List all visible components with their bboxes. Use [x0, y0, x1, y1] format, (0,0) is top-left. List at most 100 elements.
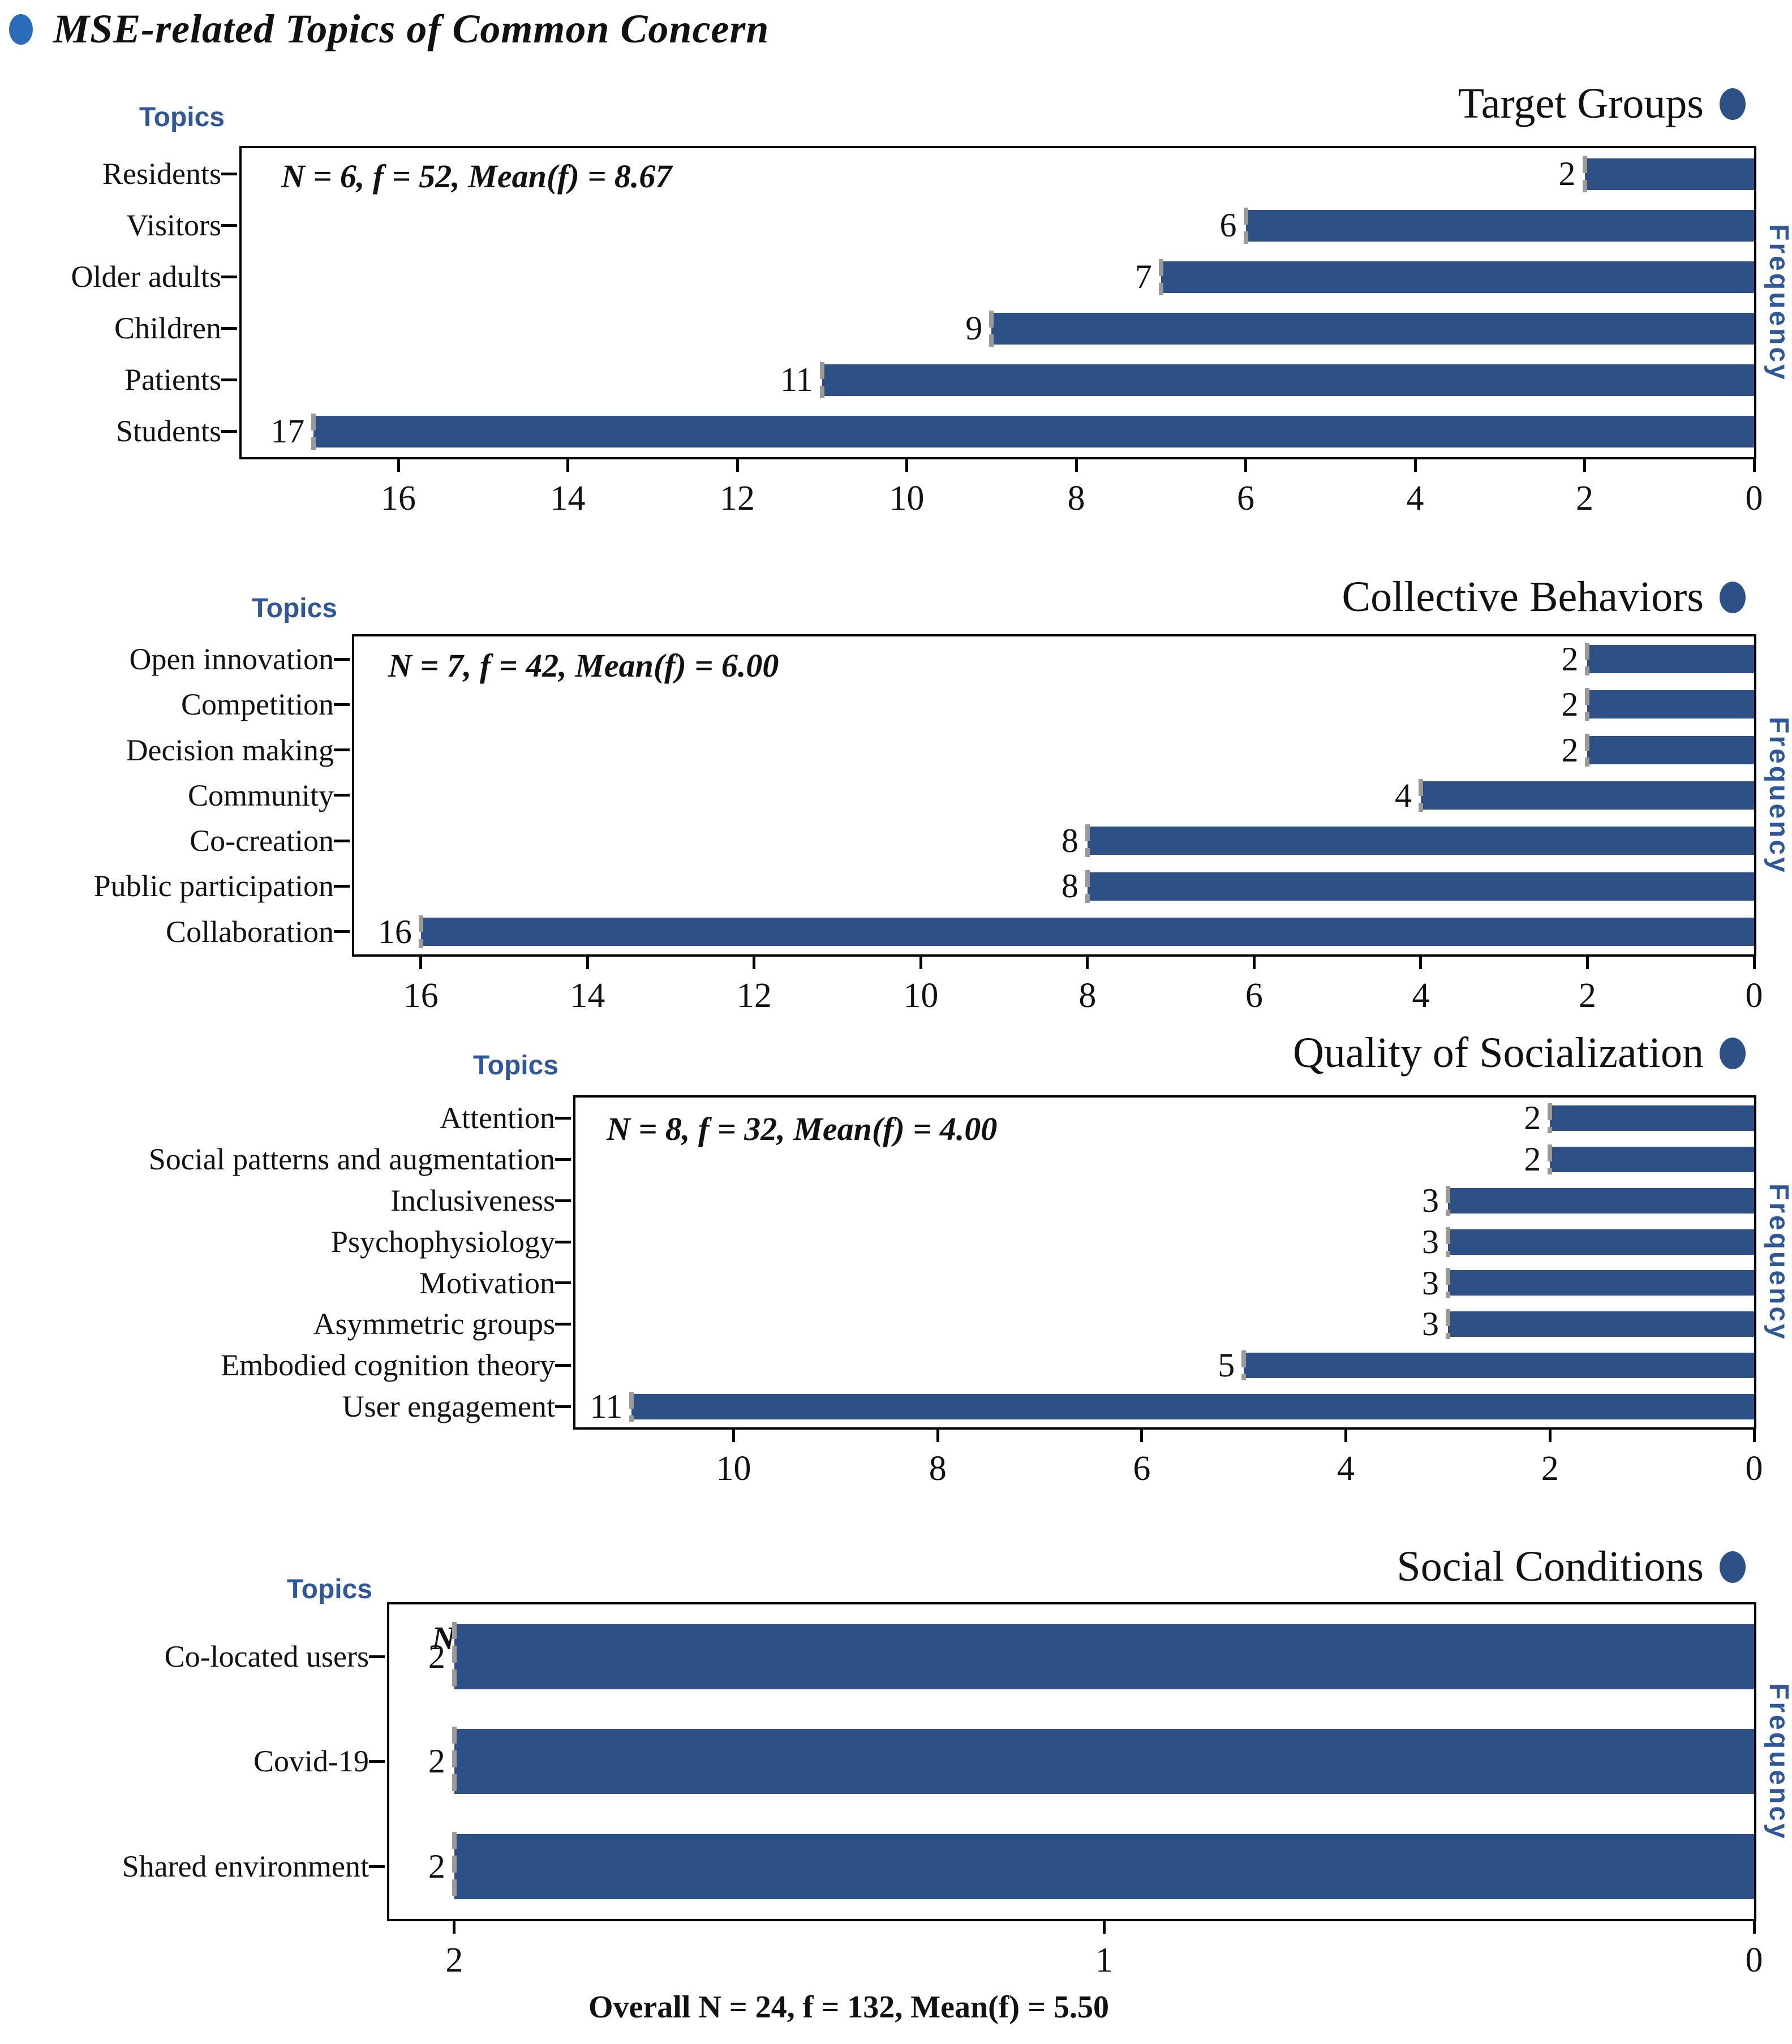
- stats-annotation: N = 7, f = 42, Mean(f) = 6.00: [388, 647, 779, 684]
- bar-row: 11 User engagement: [342, 1386, 1754, 1427]
- y-tick-mark: [334, 748, 350, 752]
- bar-value-label: 2: [1561, 731, 1579, 769]
- bar-value-label: 3: [1421, 1305, 1439, 1343]
- y-tick-mark: [221, 378, 237, 381]
- chart-title: Quality of Socialization: [1293, 1029, 1746, 1078]
- y-tick-mark: [334, 930, 350, 933]
- bar: [452, 1831, 1754, 1901]
- x-tick-mark: [1344, 1427, 1348, 1442]
- x-tick-mark: [453, 1919, 456, 1934]
- bar: [989, 310, 1754, 347]
- chart-bullet-icon: [1720, 1551, 1746, 1583]
- category-label: Asymmetric groups: [313, 1307, 555, 1341]
- y-tick-mark: [221, 276, 237, 278]
- category-label: User engagement: [342, 1389, 555, 1424]
- x-tick-label: 0: [1745, 479, 1763, 518]
- x-axis-title: Frequency: [1764, 716, 1792, 875]
- error-cap-icon: [1445, 1268, 1450, 1298]
- bar: [1085, 824, 1754, 858]
- bar-row: 2 Covid-19: [253, 1709, 1754, 1814]
- bar-value-label: 2: [1558, 155, 1576, 192]
- category-label: Social patterns and augmentation: [148, 1142, 555, 1176]
- x-tick-mark: [1244, 457, 1248, 472]
- bar-value-label: 3: [1421, 1223, 1439, 1260]
- bar-value-label: 8: [1061, 867, 1078, 905]
- chart-title: Target Groups: [1458, 79, 1746, 128]
- x-tick-label: 14: [550, 479, 586, 518]
- y-tick-mark: [334, 657, 350, 661]
- x-axis-title-wrap: Frequency: [1763, 1098, 1792, 1427]
- bar: [819, 362, 1754, 398]
- bar: [1241, 1350, 1754, 1381]
- x-tick-label: 4: [1406, 479, 1424, 518]
- error-cap-icon: [452, 1727, 457, 1797]
- x-tick-mark: [936, 1427, 939, 1442]
- x-tick-mark: [1419, 954, 1423, 969]
- x-axis-title-wrap: Frequency: [1763, 636, 1792, 954]
- category-label: Psychophysiology: [330, 1224, 555, 1259]
- bar-value-label: 2: [428, 1638, 445, 1675]
- error-cap-icon: [1445, 1309, 1450, 1340]
- bar: [1158, 259, 1754, 295]
- bar-value-label: 7: [1134, 258, 1152, 295]
- x-tick-mark: [1075, 457, 1078, 472]
- y-tick-mark: [334, 885, 350, 888]
- category-label: Inclusiveness: [390, 1183, 555, 1217]
- chart-title-text: Social Conditions: [1396, 1543, 1704, 1590]
- bar: [452, 1727, 1754, 1797]
- error-cap-icon: [1548, 1144, 1553, 1174]
- error-cap-icon: [311, 413, 316, 450]
- title-bullet-icon: [9, 14, 33, 45]
- bar-value-label: 3: [1421, 1181, 1439, 1219]
- bar-row: 6 Visitors: [126, 200, 1754, 251]
- y-tick-mark: [555, 1405, 571, 1409]
- x-tick-mark: [1752, 1427, 1756, 1442]
- x-tick-label: 14: [570, 976, 605, 1015]
- category-label: Co-creation: [190, 824, 334, 858]
- bar-row: 7 Older adults: [71, 251, 1754, 303]
- x-tick-mark: [919, 954, 922, 969]
- x-tick-mark: [419, 954, 423, 969]
- bar-value-label: 2: [428, 1742, 445, 1780]
- stats-annotation: N = 6, f = 52, Mean(f) = 8.67: [281, 158, 672, 195]
- category-label: Covid-19: [253, 1744, 369, 1779]
- bar-row: 17 Students: [116, 406, 1754, 457]
- bar-row: 3 Motivation: [419, 1263, 1754, 1304]
- bar-row: 2 Competition: [181, 682, 1754, 727]
- stats-annotation: N = 8, f = 32, Mean(f) = 4.00: [607, 1111, 998, 1147]
- y-tick-mark: [369, 1655, 385, 1659]
- y-tick-mark: [221, 173, 237, 175]
- bar-value-label: 2: [1561, 686, 1579, 724]
- bar-row: 4 Community: [188, 773, 1754, 818]
- error-cap-icon: [1445, 1227, 1450, 1257]
- y-tick-mark: [221, 224, 237, 227]
- x-tick-mark: [1583, 457, 1587, 472]
- chart-bullet-icon: [1720, 581, 1746, 613]
- x-tick-label: 12: [720, 479, 755, 518]
- bar-value-label: 2: [1524, 1140, 1541, 1178]
- chart-title: Social Conditions: [1396, 1542, 1746, 1591]
- plot-area: N = 8, f = 32, Mean(f) = 4.00 2 Attention 2…: [149, 1095, 1763, 1488]
- x-tick-mark: [1752, 954, 1756, 969]
- error-cap-icon: [1241, 1350, 1247, 1381]
- category-label: Children: [114, 311, 221, 345]
- error-cap-icon: [1418, 778, 1423, 812]
- bar: [1085, 870, 1754, 903]
- chart-title-text: Collective Behaviors: [1342, 573, 1704, 621]
- x-axis-title-wrap: Frequency: [1763, 1604, 1792, 1919]
- chart-bullet-icon: [1720, 88, 1746, 120]
- category-label: Attention: [440, 1101, 555, 1135]
- error-cap-icon: [1585, 688, 1590, 721]
- y-tick-mark: [555, 1157, 571, 1161]
- plot-area: N = 7, f = 42, Mean(f) = 6.00 2 Open innov…: [94, 634, 1763, 1015]
- bar-row: 8 Co-creation: [190, 818, 1754, 863]
- x-tick-label: 10: [889, 479, 925, 518]
- x-tick-mark: [1548, 1427, 1552, 1442]
- chart-title: Collective Behaviors: [1342, 573, 1746, 622]
- category-label: Competition: [181, 687, 334, 722]
- x-tick-label: 6: [1133, 1449, 1151, 1488]
- x-tick-label: 0: [1745, 1449, 1763, 1488]
- bar-row: 2 Social patterns and augmentation: [149, 1139, 1754, 1180]
- x-tick-label: 2: [1541, 1449, 1559, 1488]
- category-label: Co-located users: [164, 1639, 369, 1673]
